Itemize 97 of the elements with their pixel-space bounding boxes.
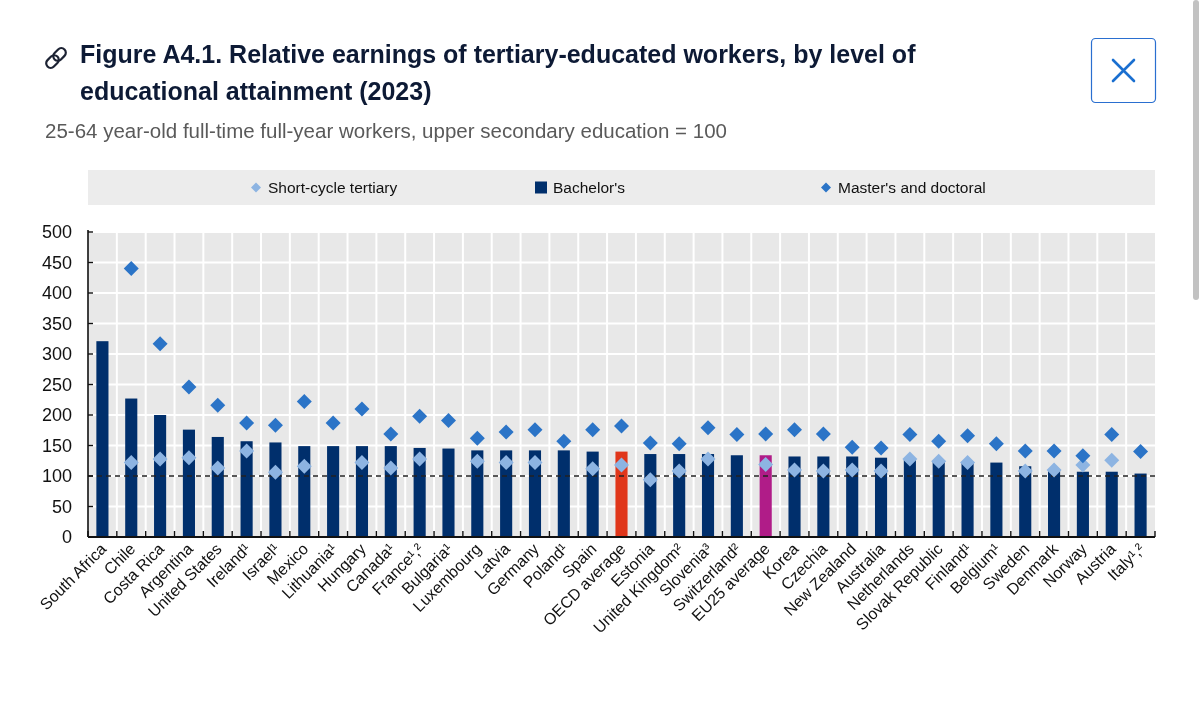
bar xyxy=(903,459,916,537)
point xyxy=(152,336,168,352)
point xyxy=(267,417,283,433)
y-tick-label: 400 xyxy=(41,283,72,304)
bar xyxy=(125,398,138,537)
point xyxy=(729,427,745,443)
point xyxy=(239,415,255,431)
point xyxy=(123,261,139,277)
bar xyxy=(1105,471,1118,537)
y-tick-label: 0 xyxy=(61,527,72,548)
point xyxy=(527,455,543,471)
y-tick-label: 100 xyxy=(41,466,72,487)
point xyxy=(1017,443,1033,459)
point xyxy=(585,461,601,477)
y-tick-label: 500 xyxy=(41,222,72,243)
point xyxy=(383,460,399,476)
point xyxy=(931,433,947,449)
point xyxy=(902,427,918,443)
point xyxy=(296,394,312,410)
chart-title: Figure A4.1. Relative earnings of tertiary-educated workers, by level of educational attainment (2023) xyxy=(80,39,917,107)
y-tick-label: 350 xyxy=(41,313,72,334)
point xyxy=(498,455,514,471)
point xyxy=(354,455,370,471)
point xyxy=(152,451,168,467)
point xyxy=(296,458,312,474)
bar xyxy=(269,442,282,537)
legend-label: Short-cycle tertiary xyxy=(268,178,398,196)
point xyxy=(1046,443,1062,459)
point xyxy=(239,443,255,459)
point xyxy=(700,420,716,436)
y-tick-label: 50 xyxy=(51,496,72,517)
bar xyxy=(154,415,167,537)
point xyxy=(960,428,976,444)
point xyxy=(873,463,889,479)
bar xyxy=(442,448,455,537)
point xyxy=(210,397,226,413)
point xyxy=(787,422,803,438)
bar xyxy=(1048,469,1061,537)
bar xyxy=(730,455,743,537)
point xyxy=(758,426,774,442)
bar xyxy=(932,461,945,537)
point xyxy=(671,463,687,479)
point xyxy=(469,453,485,469)
y-tick-label: 300 xyxy=(41,344,72,365)
point xyxy=(123,455,139,471)
bar xyxy=(1076,471,1089,537)
point xyxy=(960,455,976,471)
point xyxy=(988,436,1004,452)
y-tick-label: 450 xyxy=(41,252,72,273)
point xyxy=(614,418,629,434)
point xyxy=(614,457,629,473)
point xyxy=(844,439,860,455)
point xyxy=(383,426,399,442)
point xyxy=(585,422,601,438)
point xyxy=(412,451,428,467)
point xyxy=(787,462,803,478)
point xyxy=(527,422,543,438)
point xyxy=(440,412,456,428)
bar xyxy=(990,462,1003,537)
point xyxy=(671,436,687,452)
point xyxy=(1104,427,1120,443)
point xyxy=(1104,452,1120,468)
y-tick-label: 250 xyxy=(41,374,72,395)
bar xyxy=(1134,473,1147,537)
point xyxy=(758,456,774,472)
point xyxy=(556,433,572,449)
point xyxy=(412,408,428,424)
point xyxy=(642,472,658,488)
legend-label: Bachelor's xyxy=(553,178,626,196)
point xyxy=(931,453,947,469)
point xyxy=(815,463,831,479)
point xyxy=(642,435,658,451)
point xyxy=(354,401,370,417)
y-tick-label: 200 xyxy=(41,405,72,426)
point xyxy=(469,430,485,446)
point xyxy=(1017,463,1033,479)
point xyxy=(873,440,889,456)
bar xyxy=(961,461,974,537)
bar xyxy=(327,446,340,537)
point xyxy=(267,464,283,480)
point xyxy=(844,462,860,478)
point xyxy=(902,451,918,467)
point xyxy=(181,379,197,395)
y-tick-label: 150 xyxy=(41,435,72,456)
bar xyxy=(96,341,109,537)
chart-subtitle: 25-64 year-old full-time full-year workers, upper secondary education = 100 xyxy=(45,118,727,144)
point xyxy=(325,415,341,431)
point xyxy=(1075,448,1091,464)
point xyxy=(498,424,514,440)
point xyxy=(1133,444,1149,460)
point xyxy=(181,450,197,466)
point xyxy=(700,451,716,467)
bar xyxy=(557,450,570,537)
point xyxy=(210,460,226,476)
point xyxy=(1046,462,1062,478)
legend-label: Master's and doctoral xyxy=(838,178,986,196)
point xyxy=(815,426,831,442)
